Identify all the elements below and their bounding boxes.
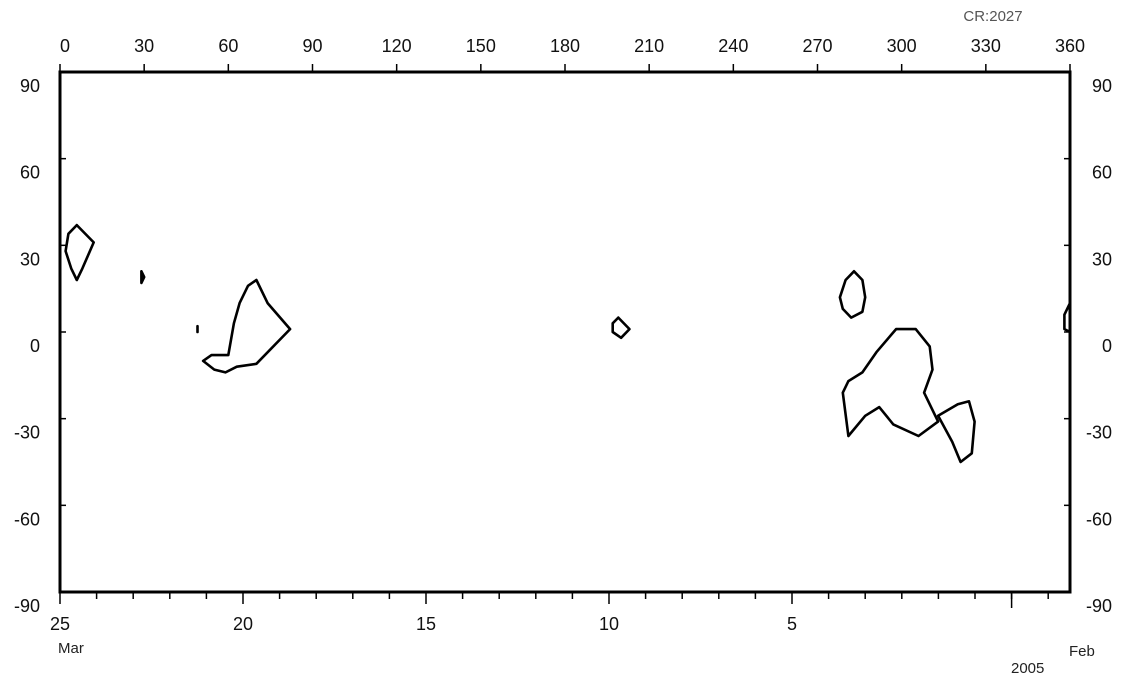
contour-region: [611, 316, 631, 340]
start-month-label: Mar: [58, 640, 84, 657]
top-tick-label: 30: [134, 36, 154, 56]
top-tick-label: 240: [718, 36, 748, 56]
top-tick-label: 180: [550, 36, 580, 56]
left-tick-label: -30: [14, 423, 40, 443]
end-month-label: Feb: [1069, 643, 1095, 660]
contour-region: [841, 327, 940, 438]
left-tick-label: -90: [14, 596, 40, 616]
right-tick-label: -60: [1086, 509, 1112, 529]
top-tick-label: 90: [302, 36, 322, 56]
top-tick-label: 120: [382, 36, 412, 56]
contour-region: [140, 270, 146, 285]
carrington-rotation-label: CR:2027: [963, 8, 1022, 25]
right-tick-label: 0: [1102, 336, 1112, 356]
left-tick-label: -60: [14, 509, 40, 529]
contour-region: [64, 223, 95, 282]
top-tick-label: 60: [218, 36, 238, 56]
bottom-tick-label: 15: [416, 614, 436, 634]
top-tick-label: 210: [634, 36, 664, 56]
left-latitude-axis: 90 60 30 0 -30 -60 -90: [14, 71, 66, 616]
bottom-tick-label: 5: [787, 614, 797, 634]
left-tick-label: 90: [20, 76, 40, 96]
right-tick-label: -30: [1086, 423, 1112, 443]
right-tick-label: 60: [1092, 163, 1112, 183]
left-tick-label: 0: [30, 336, 40, 356]
top-longitude-axis: 0 30 60 90 120 150 180 210 240 270 300 330 360: [59, 36, 1085, 72]
contour-regions: [64, 223, 1072, 464]
contour-region: [201, 278, 292, 374]
top-tick-label: 360: [1055, 36, 1085, 56]
contour-region: [936, 400, 976, 464]
left-tick-label: 30: [20, 249, 40, 269]
bottom-tick-label: 25: [50, 614, 70, 634]
top-tick-label: 300: [887, 36, 917, 56]
right-latitude-axis: 90 60 30 0 -30 -60 -90: [1064, 71, 1112, 616]
contour-region: [838, 270, 867, 319]
left-tick-label: 60: [20, 163, 40, 183]
top-tick-label: 270: [802, 36, 832, 56]
right-tick-label: -90: [1086, 596, 1112, 616]
year-label: 2005: [1011, 660, 1044, 677]
right-tick-label: 90: [1092, 76, 1112, 96]
top-tick-label: 0: [60, 36, 70, 56]
bottom-tick-label: 10: [599, 614, 619, 634]
top-tick-label: 330: [971, 36, 1001, 56]
contour-region: [1063, 301, 1072, 334]
top-tick-label: 150: [466, 36, 496, 56]
bottom-tick-label: 20: [233, 614, 253, 634]
right-tick-label: 30: [1092, 249, 1112, 269]
bottom-date-axis: 25 20 15 10 5: [50, 592, 1049, 634]
